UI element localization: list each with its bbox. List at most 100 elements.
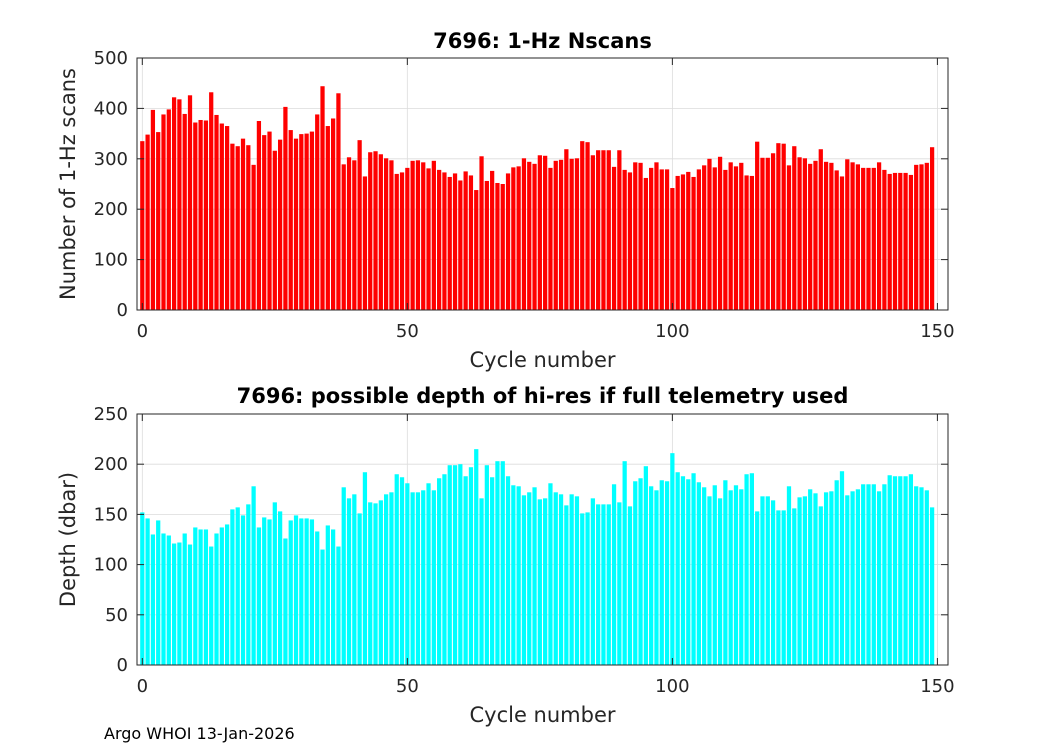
bar-cycle-126 <box>808 163 813 310</box>
bar-cycle-47 <box>389 492 394 665</box>
bar-cycle-65 <box>484 180 489 310</box>
bar-cycle-36 <box>331 118 336 310</box>
bar-cycle-37 <box>336 546 341 665</box>
bar-cycle-120 <box>776 143 781 310</box>
bar-cycle-23 <box>262 135 267 310</box>
bar-cycle-56 <box>437 478 442 665</box>
bar-cycle-15 <box>219 527 224 665</box>
bar-cycle-69 <box>505 476 511 665</box>
bar-cycle-22 <box>256 527 262 665</box>
bar-cycle-49 <box>399 172 405 310</box>
bar-cycle-94 <box>638 478 643 665</box>
y-tick-label: 150 <box>94 504 128 525</box>
bar-cycle-121 <box>781 510 786 665</box>
bar-cycle-120 <box>776 510 781 665</box>
bar-cycle-113 <box>739 489 744 665</box>
y-axis-label: Depth (dbar) <box>56 472 80 607</box>
bar-cycle-148 <box>924 490 929 665</box>
bar-cycle-20 <box>246 145 251 310</box>
bar-cycle-2 <box>150 109 156 310</box>
bar-cycle-110 <box>723 480 728 665</box>
bar-cycle-92 <box>627 172 633 310</box>
bar-cycle-43 <box>368 502 373 665</box>
bar-cycle-4 <box>161 114 166 310</box>
bar-cycle-33 <box>315 531 320 665</box>
x-tick-label: 100 <box>655 321 689 342</box>
bar-cycle-114 <box>744 474 749 665</box>
bar-cycle-94 <box>638 162 643 310</box>
y-tick-label: 100 <box>94 555 128 576</box>
bar-cycle-67 <box>495 461 500 665</box>
bar-cycle-24 <box>267 131 272 310</box>
bar-cycle-137 <box>866 167 871 310</box>
bar-cycle-1 <box>145 134 150 310</box>
plot-area <box>137 58 948 310</box>
bar-cycle-22 <box>256 121 262 310</box>
bar-cycle-75 <box>537 155 542 310</box>
bar-cycle-74 <box>532 487 537 665</box>
bar-cycle-32 <box>309 131 315 310</box>
bar-cycle-52 <box>415 492 421 665</box>
bar-cycle-93 <box>633 481 638 665</box>
bar-cycle-14 <box>214 533 219 665</box>
chart-panel-1: 0 50 100 150 0 100 200 300 400 500 7696: 1-Hz Nsca… <box>56 29 955 372</box>
bar-cycle-147 <box>919 487 924 665</box>
bar-cycle-55 <box>431 490 436 665</box>
bar-cycle-44 <box>373 151 378 310</box>
bar-cycle-118 <box>765 496 770 665</box>
y-tick-label: 50 <box>105 605 128 626</box>
bar-cycle-105 <box>696 482 701 665</box>
bar-cycle-132 <box>839 471 845 665</box>
bar-cycle-26 <box>277 511 283 665</box>
x-tick-label: 150 <box>920 676 954 697</box>
axes-box <box>136 413 949 666</box>
bar-cycle-60 <box>458 464 463 665</box>
bar-cycle-82 <box>574 158 580 310</box>
bar-cycle-25 <box>272 502 277 665</box>
bar-cycle-9 <box>187 544 193 665</box>
bar-cycle-87 <box>601 150 606 310</box>
bar-cycle-115 <box>749 175 754 310</box>
y-tick-label: 0 <box>117 300 128 321</box>
bar-cycle-99 <box>664 169 670 310</box>
bar-cycle-12 <box>203 120 209 310</box>
bar-cycle-116 <box>755 141 760 310</box>
bar-cycle-139 <box>876 491 882 665</box>
chart-panel-2: 0 50 100 150 0 50 100 150 200 250 7696: possible d… <box>56 384 955 727</box>
bar-cycle-61 <box>463 476 468 665</box>
bar-cycle-103 <box>686 479 691 665</box>
bar-cycle-9 <box>187 95 193 311</box>
bar-cycle-48 <box>394 173 399 310</box>
chart-title: 7696: 1-Hz Nscans <box>433 29 652 53</box>
bar-cycle-2 <box>150 534 156 665</box>
bar-cycle-80 <box>564 505 569 665</box>
bar-cycle-108 <box>712 485 717 665</box>
bar-cycle-146 <box>914 164 919 310</box>
bar-cycle-91 <box>622 461 627 665</box>
bar-cycle-85 <box>590 155 595 310</box>
bar-cycle-18 <box>235 146 240 310</box>
bar-cycle-60 <box>458 180 463 310</box>
bar-cycle-12 <box>203 529 209 665</box>
bar-cycle-53 <box>421 490 426 665</box>
bar-cycle-124 <box>797 497 802 665</box>
bar-cycle-66 <box>490 477 495 665</box>
bar-cycle-136 <box>861 484 866 665</box>
y-tick-label: 500 <box>94 48 128 69</box>
bar-cycle-89 <box>611 484 617 665</box>
bar-cycle-106 <box>702 165 707 310</box>
bar-cycle-95 <box>643 177 648 310</box>
bar-cycle-90 <box>617 150 622 310</box>
bar-cycle-4 <box>161 533 166 665</box>
axes-box <box>136 57 949 311</box>
bar-cycle-40 <box>352 160 357 310</box>
bar-cycle-108 <box>712 167 717 310</box>
bar-cycle-107 <box>707 496 712 665</box>
bar-cycle-42 <box>362 472 368 665</box>
bar-cycle-34 <box>320 86 325 310</box>
bar-cycle-10 <box>193 122 198 311</box>
bar-cycle-62 <box>468 467 474 665</box>
bar-cycle-77 <box>548 483 553 665</box>
bar-cycle-20 <box>246 504 251 665</box>
